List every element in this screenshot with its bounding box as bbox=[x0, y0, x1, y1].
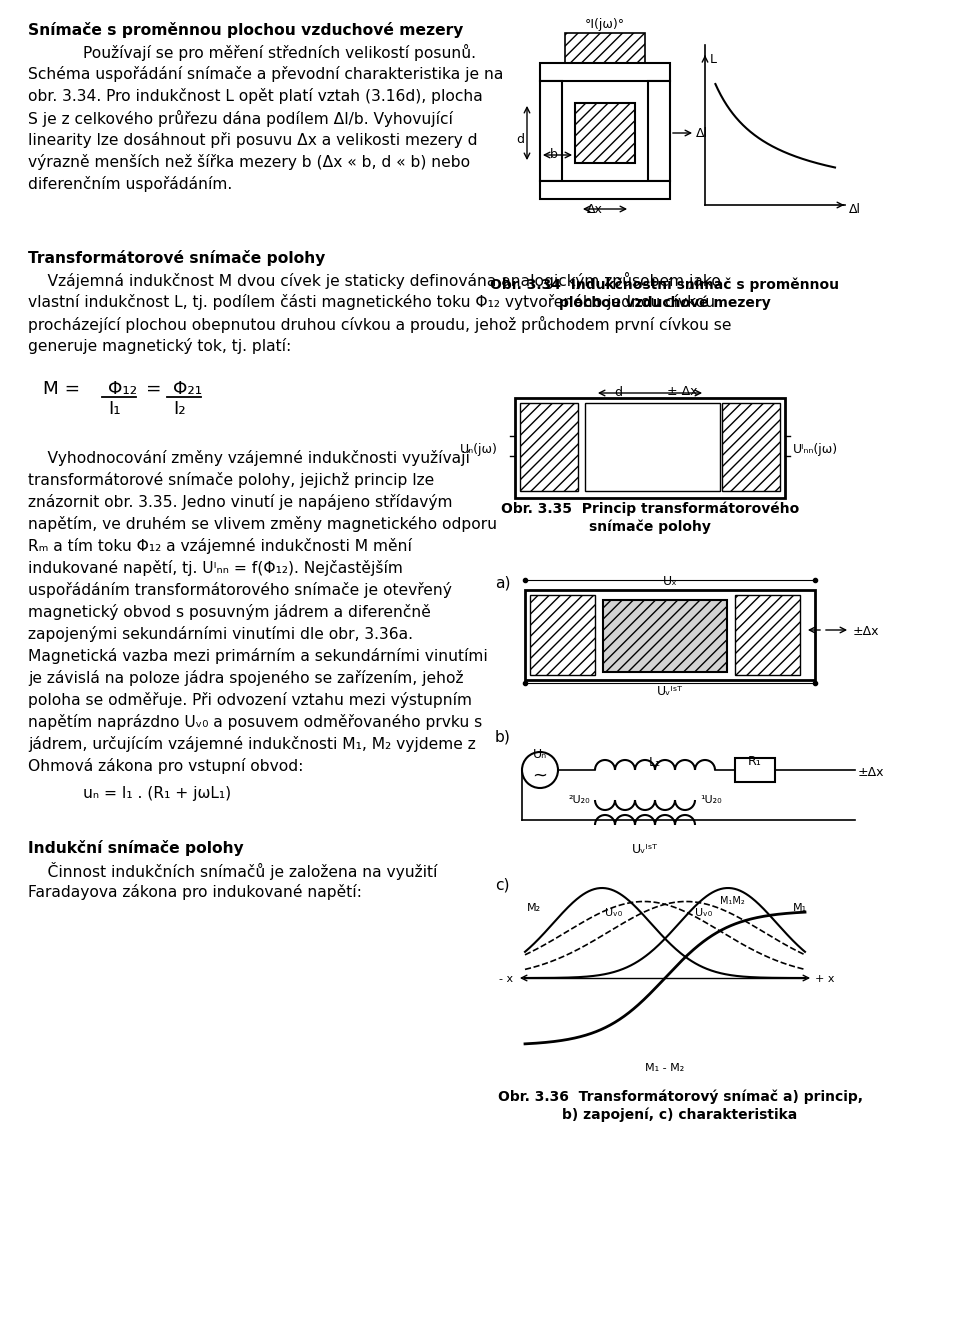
Bar bbox=[603, 599, 727, 672]
Text: vlastní indukčnost L, tj. podílem části magnetického toku Φ₁₂ vytvořeného jednou: vlastní indukčnost L, tj. podílem části … bbox=[28, 294, 715, 310]
Text: Transformátorové snímače polohy: Transformátorové snímače polohy bbox=[28, 250, 325, 266]
Text: b) zapojení, c) charakteristika: b) zapojení, c) charakteristika bbox=[563, 1107, 798, 1121]
Text: °I(jω)°: °I(jω)° bbox=[585, 17, 625, 31]
Text: ±Δx: ±Δx bbox=[858, 766, 884, 780]
Text: M₁: M₁ bbox=[793, 902, 807, 913]
Text: procházející plochou obepnutou druhou cívkou a proudu, jehož průchodem první cív: procházející plochou obepnutou druhou cí… bbox=[28, 316, 732, 332]
Text: ±Δx: ±Δx bbox=[853, 625, 879, 638]
Bar bbox=[585, 403, 720, 491]
Text: S je z celkového průřezu dána podílem Δl/b. Vyhovující: S je z celkového průřezu dána podílem Δl… bbox=[28, 109, 453, 127]
Text: Δx: Δx bbox=[588, 203, 603, 216]
Text: b: b bbox=[550, 148, 558, 162]
Text: Schéma uspořádání snímače a převodní charakteristika je na: Schéma uspořádání snímače a převodní cha… bbox=[28, 65, 503, 81]
Text: I₂: I₂ bbox=[173, 400, 185, 418]
Text: Uᵥ₀: Uᵥ₀ bbox=[605, 908, 622, 918]
Text: Magnetická vazba mezi primárním a sekundárními vinutími: Magnetická vazba mezi primárním a sekund… bbox=[28, 647, 488, 663]
Bar bbox=[735, 758, 775, 782]
Bar bbox=[648, 81, 670, 182]
Text: výrazně menších než šířka mezery b (Δx « b, d « b) nebo: výrazně menších než šířka mezery b (Δx «… bbox=[28, 154, 470, 170]
Text: M₁ - M₂: M₁ - M₂ bbox=[645, 1063, 684, 1073]
Bar bbox=[722, 403, 780, 491]
Text: M₁M₂: M₁M₂ bbox=[720, 896, 745, 906]
Text: magnetický obvod s posuvným jádrem a diferenčně: magnetický obvod s posuvným jádrem a dif… bbox=[28, 603, 431, 619]
Text: transformátorové snímače polohy, jejichž princip lze: transformátorové snímače polohy, jejichž… bbox=[28, 473, 434, 489]
Text: - x: - x bbox=[499, 975, 513, 984]
Text: a): a) bbox=[495, 575, 511, 590]
Text: ²U₂₀: ²U₂₀ bbox=[568, 796, 590, 805]
Text: Činnost indukčních snímačů je založena na využití: Činnost indukčních snímačů je založena n… bbox=[28, 862, 438, 880]
Text: M₂: M₂ bbox=[527, 902, 541, 913]
Text: + x: + x bbox=[815, 975, 834, 984]
Text: M =: M = bbox=[43, 380, 80, 398]
Text: Faradayova zákona pro indukované napětí:: Faradayova zákona pro indukované napětí: bbox=[28, 884, 362, 900]
Text: jádrem, určujícím vzájemné indukčnosti M₁, M₂ vyjdeme z: jádrem, určujícím vzájemné indukčnosti M… bbox=[28, 736, 476, 752]
Text: Δl: Δl bbox=[696, 127, 708, 140]
Text: obr. 3.34. Pro indukčnost L opět platí vztah (3.16d), plocha: obr. 3.34. Pro indukčnost L opět platí v… bbox=[28, 88, 483, 104]
Text: generuje magnetický tok, tj. platí:: generuje magnetický tok, tj. platí: bbox=[28, 338, 291, 354]
Text: plochou vzduchové mezery: plochou vzduchové mezery bbox=[559, 295, 771, 310]
Text: diferenčním uspořádáním.: diferenčním uspořádáním. bbox=[28, 176, 232, 192]
Text: Δl: Δl bbox=[849, 203, 861, 216]
Text: d: d bbox=[614, 386, 622, 399]
Bar bbox=[540, 81, 562, 182]
Text: ~: ~ bbox=[533, 768, 547, 785]
Text: linearity lze dosáhnout při posuvu Δx a velikosti mezery d: linearity lze dosáhnout při posuvu Δx a … bbox=[28, 132, 477, 148]
Text: Uₓ: Uₓ bbox=[662, 575, 678, 587]
Text: R₁: R₁ bbox=[748, 756, 762, 768]
Text: Uₙ(jω): Uₙ(jω) bbox=[460, 443, 498, 457]
Text: Uᴵₙₙ(jω): Uᴵₙₙ(jω) bbox=[793, 443, 838, 457]
Text: ¹U₂₀: ¹U₂₀ bbox=[700, 796, 722, 805]
Text: Obr. 3.35  Princip transformátorového: Obr. 3.35 Princip transformátorového bbox=[501, 502, 799, 517]
Text: Φ₂₁: Φ₂₁ bbox=[173, 380, 203, 398]
Bar bbox=[565, 33, 645, 63]
Text: c): c) bbox=[495, 878, 510, 893]
Text: zapojenými sekundárními vinutími dle obr, 3.36a.: zapojenými sekundárními vinutími dle obr… bbox=[28, 626, 413, 642]
Text: je závislá na poloze jádra spojeného se zařízením, jehož: je závislá na poloze jádra spojeného se … bbox=[28, 670, 464, 686]
Text: napětím naprázdno Uᵥ₀ a posuvem odměřovaného prvku s: napětím naprázdno Uᵥ₀ a posuvem odměřova… bbox=[28, 714, 482, 730]
Text: indukované napětí, tj. Uᴵₙₙ = f(Φ₁₂). Nejčastějším: indukované napětí, tj. Uᴵₙₙ = f(Φ₁₂). Ne… bbox=[28, 559, 403, 575]
Text: uspořádáním transformátorového snímače je otevřený: uspořádáním transformátorového snímače j… bbox=[28, 582, 452, 598]
Text: Snímače s proměnnou plochou vzduchové mezery: Snímače s proměnnou plochou vzduchové me… bbox=[28, 21, 464, 37]
Text: Vyhodnocování změny vzájemné indukčnosti využívají: Vyhodnocování změny vzájemné indukčnosti… bbox=[28, 450, 469, 466]
Text: Obr. 3.34  Indukčnostní snímač s proměnnou: Obr. 3.34 Indukčnostní snímač s proměnno… bbox=[491, 278, 839, 292]
Text: Obr. 3.36  Transformátorový snímač a) princip,: Obr. 3.36 Transformátorový snímač a) pri… bbox=[497, 1089, 862, 1104]
Text: Indukční snímače polohy: Indukční snímače polohy bbox=[28, 840, 244, 856]
Text: snímače polohy: snímače polohy bbox=[589, 519, 711, 534]
Text: Φ₁₂: Φ₁₂ bbox=[108, 380, 137, 398]
Text: Používají se pro měření středních velikostí posunů.: Používají se pro měření středních veliko… bbox=[83, 44, 476, 61]
Bar bbox=[530, 595, 595, 676]
Text: Uₙ: Uₙ bbox=[533, 748, 547, 761]
Text: Vzájemná indukčnost M dvou cívek je staticky definována analogickým způsobem jak: Vzájemná indukčnost M dvou cívek je stat… bbox=[28, 272, 721, 288]
Text: Uᵥᴵˢᵀ: Uᵥᴵˢᵀ bbox=[657, 685, 683, 698]
Text: znázornit obr. 3.35. Jedno vinutí je napájeno střídavým: znázornit obr. 3.35. Jedno vinutí je nap… bbox=[28, 494, 452, 510]
Text: Uᵥᴵˢᵀ: Uᵥᴵˢᵀ bbox=[632, 842, 658, 856]
Bar bbox=[520, 403, 578, 491]
Text: ± Δx: ± Δx bbox=[667, 384, 698, 398]
Text: =: = bbox=[146, 380, 161, 398]
Bar bbox=[525, 590, 815, 680]
Text: Rₘ a tím toku Φ₁₂ a vzájemné indukčnosti M mění: Rₘ a tím toku Φ₁₂ a vzájemné indukčnosti… bbox=[28, 538, 412, 554]
Text: Uᵥ₀: Uᵥ₀ bbox=[695, 908, 712, 918]
Text: I₁: I₁ bbox=[108, 400, 121, 418]
Text: Ohmová zákona pro vstupní obvod:: Ohmová zákona pro vstupní obvod: bbox=[28, 758, 303, 774]
Text: L₁: L₁ bbox=[649, 756, 661, 769]
Bar bbox=[515, 398, 785, 498]
Bar bbox=[735, 595, 800, 676]
Text: L: L bbox=[710, 53, 717, 65]
Bar bbox=[575, 103, 635, 163]
Text: napětím, ve druhém se vlivem změny magnetického odporu: napětím, ve druhém se vlivem změny magne… bbox=[28, 517, 497, 533]
Text: d: d bbox=[516, 134, 524, 146]
Text: b): b) bbox=[495, 730, 511, 745]
Text: poloha se odměřuje. Při odvození vztahu mezi výstupním: poloha se odměřuje. Při odvození vztahu … bbox=[28, 692, 472, 708]
Bar bbox=[540, 182, 670, 199]
Bar bbox=[540, 63, 670, 81]
Text: uₙ = I₁ . (R₁ + jωL₁): uₙ = I₁ . (R₁ + jωL₁) bbox=[83, 786, 231, 801]
